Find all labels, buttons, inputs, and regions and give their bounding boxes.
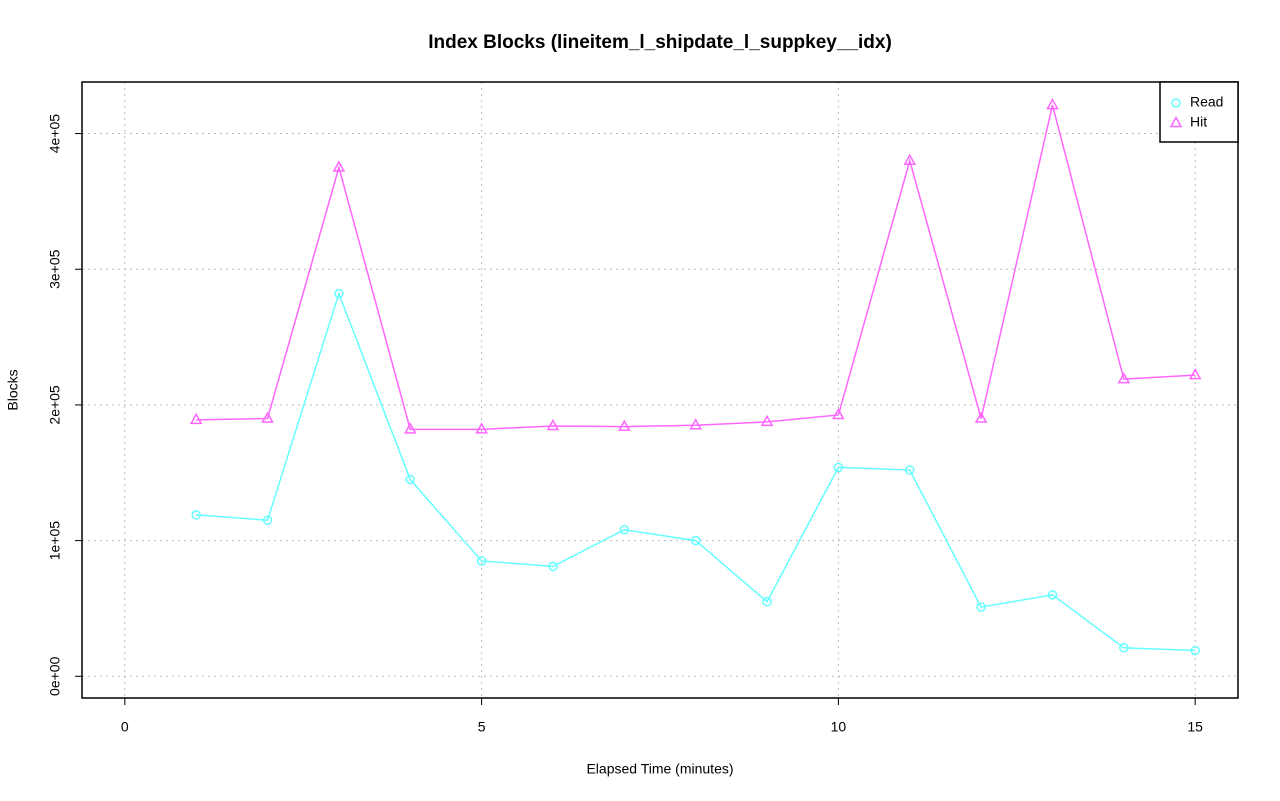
marker	[189, 412, 203, 425]
y-tick-label: 2e+05	[47, 385, 63, 425]
marker	[833, 462, 844, 473]
marker	[191, 510, 201, 520]
marker	[261, 411, 274, 423]
x-tick-label: 0	[121, 719, 129, 735]
x-tick-label: 5	[478, 719, 486, 735]
marker	[762, 596, 772, 607]
marker	[832, 407, 845, 420]
y-tick-label: 1e+05	[47, 521, 63, 561]
marker	[903, 153, 917, 165]
marker	[905, 465, 915, 475]
chart-title: Index Blocks (lineitem_l_shipdate_l_supp…	[428, 32, 892, 53]
y-tick-label: 3e+05	[47, 249, 63, 289]
marker	[475, 422, 488, 434]
marker	[334, 288, 344, 299]
marker	[332, 160, 346, 172]
marker	[1119, 643, 1129, 653]
series-line	[196, 291, 1196, 652]
marker	[405, 474, 415, 485]
marker	[690, 535, 701, 546]
y-tick-label: 4e+05	[47, 114, 63, 154]
legend-label: Read	[1190, 94, 1223, 110]
plot-frame	[81, 81, 1239, 699]
marker	[760, 414, 774, 427]
x-axis-label: Elapsed Time (minutes)	[586, 761, 733, 777]
marker	[976, 602, 986, 612]
marker	[974, 411, 988, 423]
marker	[546, 418, 560, 431]
legend-label: Hit	[1190, 114, 1207, 130]
y-axis-label: Blocks	[5, 369, 21, 410]
marker	[403, 422, 417, 434]
series-line	[196, 104, 1196, 431]
legend-marker	[1171, 98, 1181, 108]
marker	[1047, 590, 1058, 600]
marker	[1117, 372, 1131, 384]
legend-marker	[1169, 115, 1183, 128]
marker	[618, 419, 631, 431]
marker	[689, 418, 702, 430]
marker	[476, 556, 487, 566]
x-tick-label: 15	[1187, 719, 1203, 735]
legend-box	[1159, 81, 1239, 143]
marker	[1188, 368, 1202, 380]
x-tick-label: 10	[831, 719, 847, 735]
y-tick-label: 0e+00	[47, 656, 63, 696]
marker	[548, 561, 558, 572]
marker	[1190, 645, 1200, 656]
marker	[619, 525, 630, 535]
marker	[262, 515, 273, 526]
marker	[1046, 98, 1059, 110]
